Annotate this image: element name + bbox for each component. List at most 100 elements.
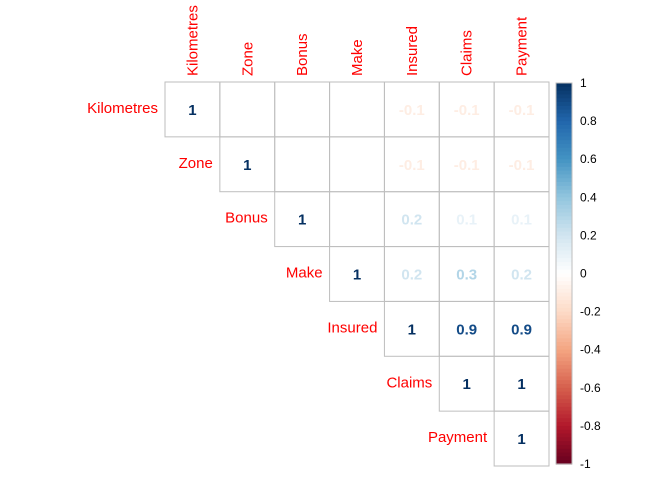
- colorbar-segment: [556, 311, 572, 317]
- colorbar-segment: [556, 387, 572, 393]
- colorbar-segment: [556, 307, 572, 313]
- colorbar-segment: [556, 334, 572, 339]
- colorbar-segment: [556, 246, 572, 252]
- colorbar-segment: [556, 132, 572, 137]
- grid-cell: [219, 81, 276, 138]
- colorbar-segment: [556, 315, 572, 320]
- colorbar-segment: [556, 124, 572, 130]
- grid-cell: [274, 136, 331, 193]
- correlation-value: 0.1: [456, 212, 477, 229]
- column-label: Zone: [239, 42, 256, 76]
- colorbar-segment: [556, 197, 572, 202]
- colorbar-segment: [556, 166, 572, 172]
- colorbar-segment: [556, 193, 572, 198]
- correlation-value: 0.9: [511, 321, 532, 338]
- colorbar-segment: [556, 159, 572, 164]
- colorbar-segment: [556, 182, 572, 187]
- colorbar-segment: [556, 342, 572, 347]
- colorbar-segment: [556, 323, 572, 328]
- colorbar-segment: [556, 98, 572, 103]
- colorbar-segment: [556, 376, 572, 381]
- correlation-value: 1: [298, 212, 306, 229]
- colorbar-segment: [556, 273, 572, 278]
- colorbar-tick-label: -0.4: [580, 343, 601, 357]
- colorbar-segment: [556, 338, 572, 343]
- grid-cell: [493, 410, 550, 467]
- colorbar-segment: [556, 395, 572, 400]
- colorbar-segment: [556, 422, 572, 427]
- correlation-value: 1: [353, 266, 361, 283]
- colorbar-tick-label: 0: [580, 266, 587, 280]
- colorbar-frame: [555, 82, 573, 465]
- variable-labels: Kilometres Zone Bonus Make Insured Claims Paym…: [87, 5, 530, 446]
- colorbar-segment: [556, 143, 572, 149]
- row-label: Kilometres: [87, 100, 158, 117]
- grid-cell: [329, 191, 385, 248]
- colorbar-segment: [556, 254, 572, 259]
- colorbar-segment: [556, 223, 572, 229]
- colorbar-tick-label: 0.4: [580, 190, 597, 204]
- column-label: Bonus: [294, 33, 311, 76]
- colorbar-segment: [556, 326, 572, 332]
- colorbar-segment: [556, 201, 572, 206]
- colorbar-segment: [556, 444, 572, 450]
- column-label: Kilometres: [184, 5, 201, 76]
- correlation-value: -0.1: [509, 102, 535, 119]
- colorbar-segment: [556, 372, 572, 377]
- colorbar-tick-label: -0.2: [580, 305, 601, 319]
- colorbar-segment: [556, 414, 572, 419]
- colorbar-segment: [556, 357, 572, 362]
- colorbar-segment: [556, 243, 572, 248]
- column-label: Claims: [459, 30, 476, 76]
- colorbar-segment: [556, 174, 572, 179]
- column-label: Insured: [404, 26, 421, 76]
- color-legend: 1 0.8 0.6 0.4 0.2 0 -0.2 -0.4 -0.6 -0.8 -1: [555, 76, 601, 471]
- colorbar-segment: [556, 303, 572, 309]
- matrix-grid: [164, 81, 550, 467]
- colorbar-segment: [556, 433, 572, 438]
- colorbar-segment: [556, 262, 572, 267]
- colorbar-segment: [556, 83, 572, 88]
- colorbar-tick-label: 0.2: [580, 228, 597, 242]
- colorbar-segment: [556, 288, 572, 294]
- colorbar-tick-label: -1: [580, 457, 591, 471]
- colorbar-segment: [556, 269, 572, 275]
- correlation-value: -0.1: [509, 157, 535, 174]
- colorbar-segment: [556, 170, 572, 176]
- correlation-value: 0.1: [511, 212, 532, 229]
- colorbar-segment: [556, 151, 572, 156]
- correlation-value: 1: [408, 321, 416, 338]
- correlation-value: -0.1: [454, 102, 480, 119]
- row-label: Make: [286, 265, 323, 282]
- colorbar-segment: [556, 121, 572, 126]
- colorbar-segment: [556, 86, 572, 92]
- colorbar-tick-label: -0.6: [580, 381, 601, 395]
- correlation-value: 0.2: [401, 266, 422, 283]
- colorbar-segment: [556, 155, 572, 160]
- colorbar-segment: [556, 208, 572, 214]
- colorbar-segment: [556, 281, 572, 286]
- colorbar-segment: [556, 448, 572, 454]
- colorbar-segment: [556, 277, 572, 282]
- colorbar-segment: [556, 418, 572, 423]
- colorbar-segment: [556, 163, 572, 168]
- colorbar-segment: [556, 284, 572, 290]
- correlation-value: 0.2: [511, 266, 532, 283]
- colorbar-segment: [556, 239, 572, 244]
- correlation-value: -0.1: [454, 157, 480, 174]
- row-label: Claims: [386, 374, 432, 391]
- column-label: Payment: [514, 16, 531, 76]
- colorbar-segment: [556, 102, 572, 107]
- colorbar-segment: [556, 353, 572, 358]
- correlation-value: 1: [517, 376, 525, 393]
- matrix-cells: 1 -0.1 -0.1 -0.1 1 -0.1 -0.1 -0.1 1 0.2 0.1 0.1 1 0.2…: [188, 102, 534, 448]
- colorbar-segment: [556, 349, 572, 355]
- colorbar-segment: [556, 178, 572, 183]
- correlation-value: -0.1: [399, 102, 425, 119]
- correlation-value: 0.3: [456, 266, 477, 283]
- colorbar-segment: [556, 300, 572, 305]
- colorbar-segment: [556, 319, 572, 324]
- correlation-value: 1: [188, 102, 196, 119]
- colorbar-tick-label: -0.8: [580, 419, 601, 433]
